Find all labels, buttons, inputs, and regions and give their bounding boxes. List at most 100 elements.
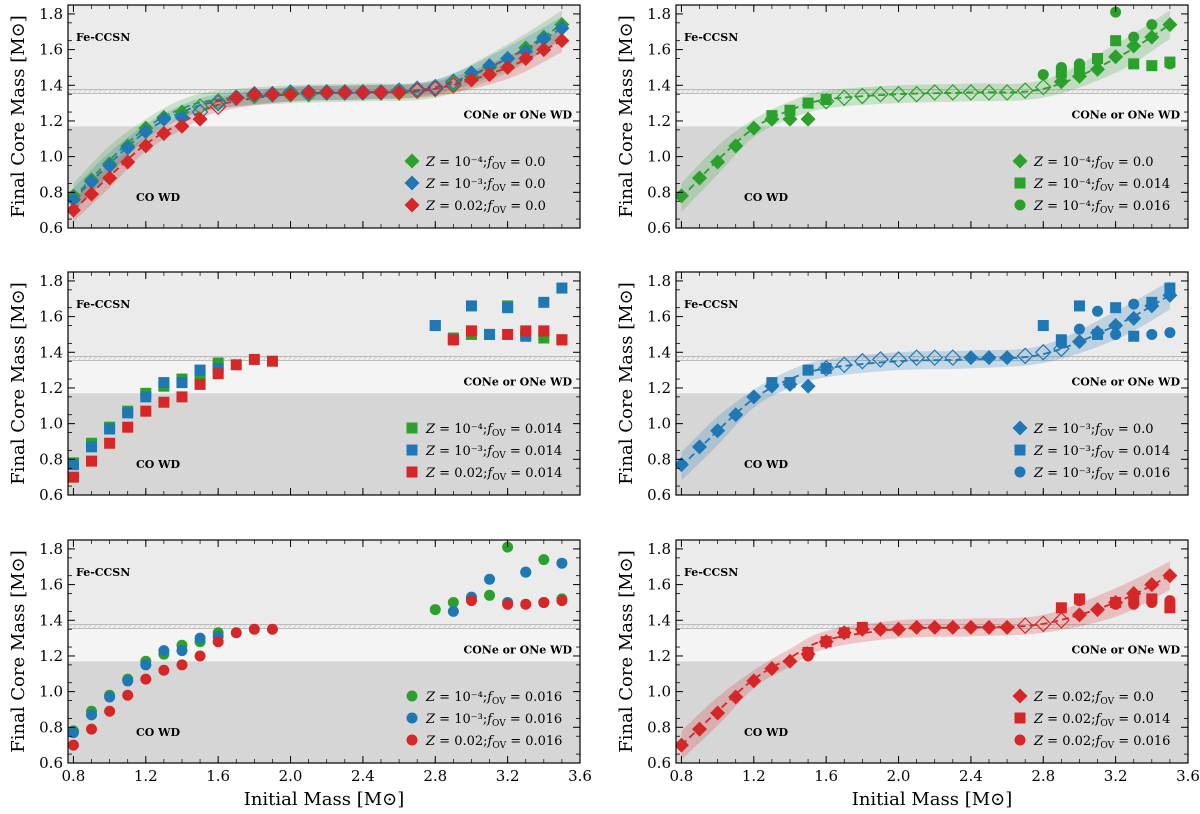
- boundary-hatch: [680, 89, 686, 94]
- boundary-hatch: [122, 356, 128, 361]
- data-point: [782, 653, 798, 669]
- boundary-hatch: [407, 356, 413, 361]
- boundary-hatch: [1115, 356, 1121, 361]
- data-point: [156, 111, 172, 127]
- boundary-hatch: [372, 624, 378, 629]
- boundary-hatch: [1070, 356, 1076, 361]
- boundary-hatch: [197, 356, 203, 361]
- legend-marker: [1014, 466, 1026, 478]
- boundary-hatch: [735, 89, 741, 94]
- boundary-hatch: [1065, 624, 1071, 629]
- boundary-hatch: [522, 356, 528, 361]
- boundary-hatch: [162, 624, 168, 629]
- panel-top-left: Fe-CCSN CONe or ONe WD CO WD 0.6 0.8 1.0 1.2 1.…: [8, 4, 583, 237]
- boundary-hatch: [685, 624, 691, 629]
- boundary-hatch: [172, 624, 178, 629]
- boundary-hatch: [422, 356, 428, 361]
- boundary-hatch: [92, 624, 98, 629]
- boundary-hatch: [1170, 89, 1176, 94]
- boundary-hatch: [392, 624, 398, 629]
- boundary-hatch: [142, 89, 148, 94]
- boundary-hatch: [1115, 624, 1121, 629]
- boundary-hatch: [1005, 89, 1011, 94]
- boundary-hatch: [690, 356, 696, 361]
- boundary-hatch: [1075, 356, 1081, 361]
- data-point: [1128, 31, 1140, 43]
- y-tick-label: 0.6: [39, 754, 63, 772]
- data-point: [1034, 343, 1052, 361]
- boundary-hatch: [690, 89, 696, 94]
- data-point: [1055, 602, 1067, 614]
- boundary-hatch: [127, 356, 133, 361]
- boundary-hatch: [1120, 89, 1126, 94]
- legend-marker: [406, 422, 418, 434]
- boundary-hatch: [202, 89, 208, 94]
- region-co-wd: [68, 661, 580, 763]
- boundary-hatch: [1180, 624, 1186, 629]
- boundary-hatch: [502, 624, 508, 629]
- data-point: [104, 423, 116, 435]
- data-point: [426, 78, 444, 96]
- boundary-hatch: [765, 356, 771, 361]
- region-co-wd: [68, 126, 580, 228]
- boundary-hatch: [187, 624, 193, 629]
- boundary-hatch: [82, 356, 88, 361]
- data-point: [944, 84, 962, 101]
- region-label-co-wd: CO WD: [744, 191, 789, 204]
- data-point: [212, 636, 224, 648]
- boundary-hatch: [1120, 356, 1126, 361]
- boundary-hatch: [302, 356, 308, 361]
- boundary-hatch: [442, 356, 448, 361]
- legend: Z = 10⁻⁴;fOV = 0.0 Z = 10⁻⁴;fOV = 0.014 Z …: [1012, 153, 1170, 216]
- legend-label: Z = 10⁻⁴;fOV = 0.014: [1033, 177, 1170, 194]
- y-tick-label: 0.6: [39, 486, 63, 504]
- boundary-hatch: [437, 356, 443, 361]
- series-2: [1037, 6, 1176, 81]
- boundary-hatch: [1160, 89, 1166, 94]
- y-tick-label: 1.8: [647, 540, 671, 558]
- boundary-hatch: [775, 624, 781, 629]
- boundary-hatch: [477, 356, 483, 361]
- data-point: [1146, 60, 1158, 72]
- data-point: [319, 84, 335, 100]
- data-point: [502, 302, 514, 314]
- boundary-hatch: [127, 624, 133, 629]
- boundary-hatch: [860, 356, 866, 361]
- boundary-hatch: [1145, 89, 1151, 94]
- data-point: [445, 75, 462, 92]
- boundary-hatch: [1085, 624, 1091, 629]
- boundary-hatch: [562, 89, 568, 94]
- boundary-hatch: [567, 624, 573, 629]
- boundary-hatch: [352, 624, 358, 629]
- boundary-hatch: [432, 624, 438, 629]
- legend-label: Z = 10⁻⁴;fOV = 0.016: [1033, 199, 1170, 216]
- boundary-hatch: [1025, 624, 1031, 629]
- boundary-hatch: [97, 356, 103, 361]
- boundary-hatch: [905, 624, 911, 629]
- data-point: [963, 350, 979, 366]
- boundary-hatch: [705, 356, 711, 361]
- data-point: [764, 660, 780, 676]
- y-tick-label: 1.2: [647, 379, 671, 397]
- boundary-hatch: [805, 624, 811, 629]
- boundary-hatch: [72, 89, 78, 94]
- boundary-hatch: [1155, 89, 1161, 94]
- boundary-hatch: [67, 89, 73, 94]
- boundary-hatch: [527, 89, 533, 94]
- boundary-hatch: [1080, 89, 1086, 94]
- data-point: [1110, 328, 1122, 340]
- boundary-hatch: [785, 624, 791, 629]
- data-point: [692, 170, 708, 186]
- data-point: [84, 186, 100, 202]
- y-tick-label: 1.8: [647, 5, 671, 23]
- boundary-hatch: [1160, 356, 1166, 361]
- boundary-hatch: [457, 624, 463, 629]
- boundary-hatch: [87, 356, 93, 361]
- region-label-fe-ccsn: Fe-CCSN: [684, 31, 738, 44]
- boundary-hatch: [557, 89, 563, 94]
- data-point: [926, 84, 944, 101]
- boundary-hatch: [1180, 89, 1186, 94]
- region-label-co-wd: CO WD: [136, 726, 181, 739]
- data-point: [138, 138, 154, 154]
- data-point: [140, 673, 152, 685]
